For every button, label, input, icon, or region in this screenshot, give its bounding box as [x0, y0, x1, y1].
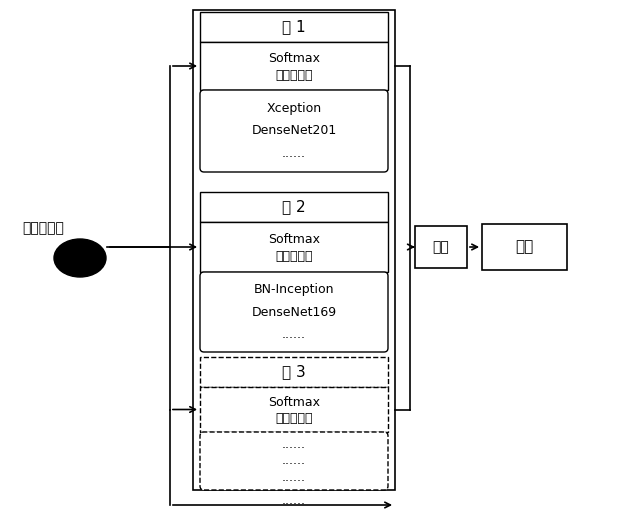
Bar [193, 10, 395, 490]
Text: 投票: 投票 [433, 240, 449, 254]
Bar [200, 357, 388, 387]
Text: Xception: Xception [267, 102, 322, 115]
Text: ......: ...... [282, 471, 306, 484]
Text: Softmax: Softmax [268, 233, 320, 246]
Text: DenseNet169: DenseNet169 [251, 306, 337, 318]
Text: 块 2: 块 2 [282, 199, 306, 214]
Text: 块 3: 块 3 [282, 364, 306, 379]
FancyBboxPatch shape [200, 90, 388, 172]
Bar [200, 42, 388, 90]
FancyBboxPatch shape [200, 432, 388, 490]
Text: ......: ...... [282, 148, 306, 160]
Bar [200, 12, 388, 42]
Text: DenseNet201: DenseNet201 [251, 124, 337, 138]
Text: 平均值数组: 平均值数组 [275, 251, 313, 263]
Text: 皮肤镜图像: 皮肤镜图像 [22, 221, 64, 235]
Text: 平均值数组: 平均值数组 [275, 69, 313, 82]
Bar [482, 224, 567, 270]
Bar [200, 192, 388, 222]
Text: BN-Inception: BN-Inception [254, 283, 334, 296]
Text: 平均值数组: 平均值数组 [275, 412, 313, 425]
Text: Softmax: Softmax [268, 396, 320, 409]
Text: ......: ...... [282, 494, 306, 506]
Bar [200, 387, 388, 432]
Text: ......: ...... [282, 454, 306, 468]
Bar [200, 222, 388, 272]
Ellipse shape [54, 239, 106, 277]
Text: ......: ...... [282, 328, 306, 341]
FancyBboxPatch shape [200, 272, 388, 352]
Text: Softmax: Softmax [268, 52, 320, 65]
Text: ......: ...... [282, 438, 306, 451]
Text: 分类: 分类 [516, 240, 533, 254]
Bar [415, 226, 467, 268]
Text: 块 1: 块 1 [282, 20, 306, 34]
